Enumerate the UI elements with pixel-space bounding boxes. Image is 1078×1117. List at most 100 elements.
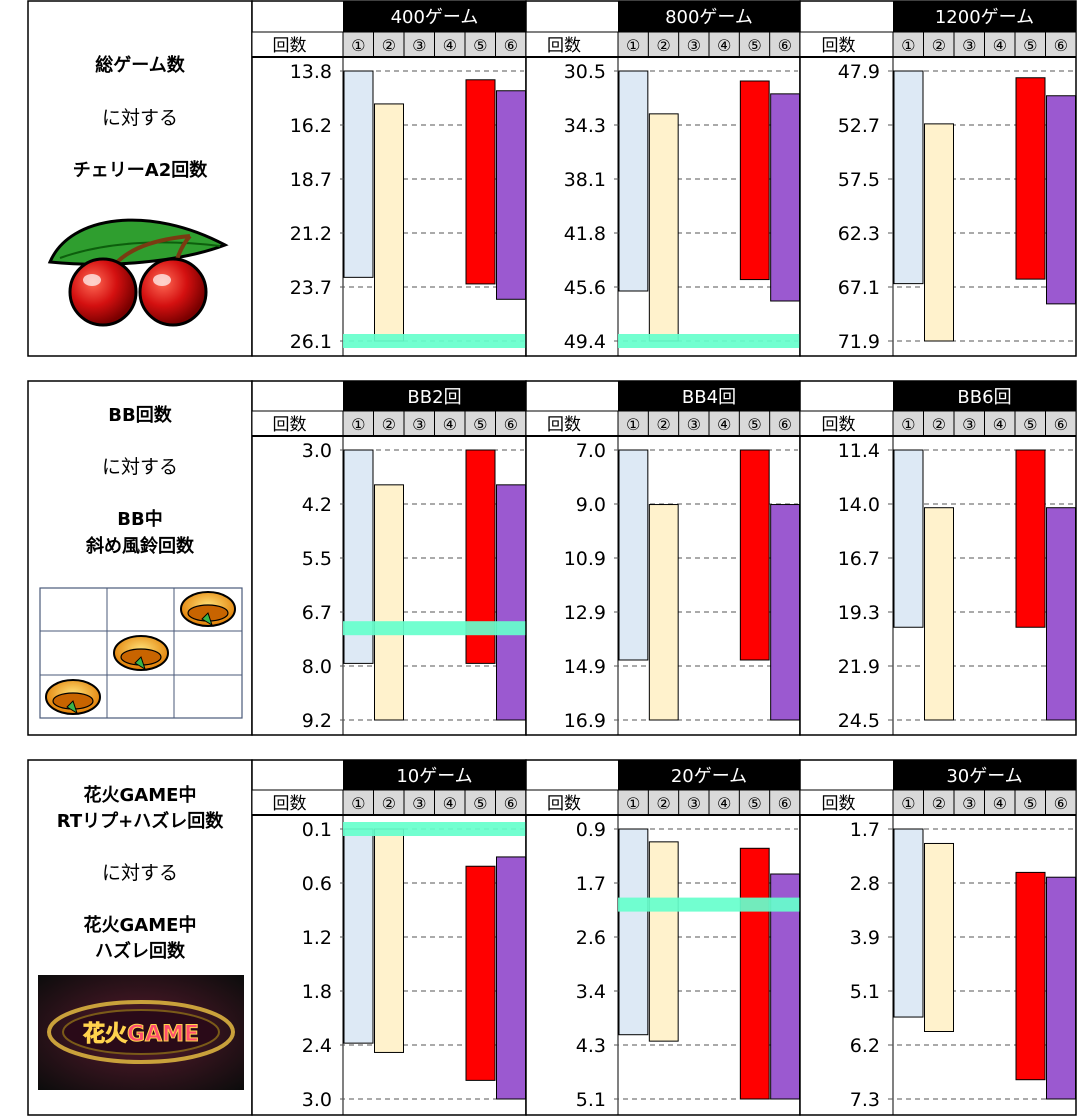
y-tick-label: 0.1 xyxy=(302,819,332,841)
chart-title-bar xyxy=(893,1,1076,32)
setting-label-2: ② xyxy=(932,415,946,434)
setting-label-6: ⑥ xyxy=(504,794,518,813)
description-line: チェリーA2回数 xyxy=(73,159,208,181)
setting-label-1: ① xyxy=(351,36,365,55)
setting-label-4: ④ xyxy=(993,36,1007,55)
y-tick-label: 14.9 xyxy=(564,656,606,678)
bar-setting-5 xyxy=(1015,871,1046,1081)
y-tick-label: 52.7 xyxy=(838,115,880,137)
bar-setting-5 xyxy=(739,80,770,281)
setting-label-1: ① xyxy=(626,36,640,55)
y-tick-label: 34.3 xyxy=(564,115,606,137)
chart-title-bar xyxy=(618,381,800,411)
y-tick-label: 2.6 xyxy=(576,927,606,949)
chart-title-bar xyxy=(343,1,526,32)
y-tick-label: 2.4 xyxy=(302,1035,332,1057)
y-tick-label: 4.2 xyxy=(302,494,332,516)
y-tick-label: 23.7 xyxy=(290,277,332,299)
chart-title-bar xyxy=(343,760,526,790)
y-tick-label: 7.3 xyxy=(850,1089,880,1111)
cherry-fruit xyxy=(138,257,208,327)
y-tick-label: 16.2 xyxy=(290,115,332,137)
chart-title: BB6回 xyxy=(957,387,1011,408)
setting-label-5: ⑤ xyxy=(473,794,487,813)
description-line: に対する xyxy=(102,456,178,478)
setting-label-2: ② xyxy=(932,36,946,55)
setting-label-2: ② xyxy=(382,794,396,813)
target-band xyxy=(343,334,526,348)
bar-setting-1 xyxy=(893,70,924,285)
y-tick-label: 3.0 xyxy=(302,440,332,462)
y-tick-label: 1.8 xyxy=(302,981,332,1003)
setting-label-2: ② xyxy=(656,415,670,434)
y-tick-label: 5.1 xyxy=(576,1089,606,1111)
description-line: BB中 xyxy=(117,508,162,530)
bar-setting-6 xyxy=(770,93,801,302)
setting-label-1: ① xyxy=(626,415,640,434)
cherry-highlight xyxy=(83,274,101,286)
chart-title: 400ゲーム xyxy=(391,7,479,28)
target-band xyxy=(343,822,526,836)
setting-label-5: ⑤ xyxy=(1023,36,1037,55)
description-line: に対する xyxy=(102,107,178,129)
count-header-label: 回数 xyxy=(273,36,307,56)
target-band xyxy=(618,334,800,348)
y-tick-label: 49.4 xyxy=(564,331,606,353)
y-tick-label: 47.9 xyxy=(838,61,880,83)
bar-setting-2 xyxy=(924,123,954,342)
bar-setting-2 xyxy=(374,484,404,721)
y-tick-label: 6.7 xyxy=(302,602,332,624)
y-tick-label: 1.7 xyxy=(850,819,880,841)
setting-label-3: ③ xyxy=(962,794,976,813)
bar-setting-6 xyxy=(496,90,526,300)
setting-label-4: ④ xyxy=(443,794,457,813)
setting-label-6: ⑥ xyxy=(1054,415,1068,434)
target-band xyxy=(618,897,800,912)
bar-setting-6 xyxy=(1046,876,1076,1100)
setting-label-3: ③ xyxy=(962,415,976,434)
setting-label-6: ⑥ xyxy=(1054,794,1068,813)
diagonal-bell-grid-icon xyxy=(39,587,243,719)
setting-label-5: ⑤ xyxy=(747,36,761,55)
y-tick-label: 9.0 xyxy=(576,494,606,516)
y-tick-label: 16.7 xyxy=(838,548,880,570)
bar-setting-5 xyxy=(739,449,770,661)
section-3: 花火GAME中RTリプ+ハズレ回数に対する花火GAME中ハズレ回数花火GAME1… xyxy=(27,759,1077,1116)
y-tick-label: 9.2 xyxy=(302,710,332,732)
y-tick-label: 16.9 xyxy=(564,710,606,732)
chart-title-bar xyxy=(893,381,1076,411)
setting-label-1: ① xyxy=(901,415,915,434)
count-header-label: 回数 xyxy=(273,794,307,814)
y-tick-label: 41.8 xyxy=(564,223,606,245)
description-line: ハズレ回数 xyxy=(95,940,186,962)
setting-label-3: ③ xyxy=(687,36,701,55)
chart-title: 30ゲーム xyxy=(946,766,1022,787)
y-tick-label: 45.6 xyxy=(564,277,606,299)
y-tick-label: 18.7 xyxy=(290,169,332,191)
setting-label-2: ② xyxy=(382,36,396,55)
bar-setting-2 xyxy=(648,841,679,1042)
setting-label-5: ⑤ xyxy=(747,794,761,813)
logo-text: 花火GAME xyxy=(83,1021,199,1047)
bar-setting-6 xyxy=(496,484,526,721)
bar-setting-2 xyxy=(374,103,404,342)
setting-label-4: ④ xyxy=(993,415,1007,434)
chart-title: 10ゲーム xyxy=(396,766,472,787)
logo-ring xyxy=(47,1000,235,1064)
count-header-label: 回数 xyxy=(547,415,581,435)
y-tick-label: 6.2 xyxy=(850,1035,880,1057)
bar-setting-1 xyxy=(343,70,374,278)
y-tick-label: 3.9 xyxy=(850,927,880,949)
bar-setting-5 xyxy=(1015,449,1046,628)
setting-label-3: ③ xyxy=(687,794,701,813)
count-header-cell xyxy=(525,410,619,437)
bar-setting-1 xyxy=(618,70,649,292)
y-tick-label: 5.1 xyxy=(850,981,880,1003)
